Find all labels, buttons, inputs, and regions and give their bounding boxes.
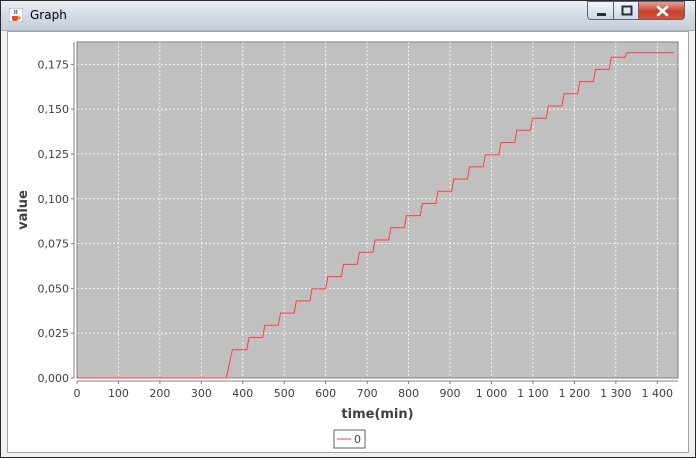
x-tick-label: 600 bbox=[315, 387, 336, 400]
x-tick-label: 0 bbox=[74, 387, 81, 400]
x-tick-label: 1 000 bbox=[476, 387, 508, 400]
y-tick-label: 0,050 bbox=[38, 282, 70, 295]
x-tick-label: 1 400 bbox=[642, 387, 674, 400]
legend-label: 0 bbox=[354, 433, 361, 446]
chart-panel: 0 100 200 300 400 500 600 700 800 900 1 000 1 100 1 … bbox=[7, 31, 689, 453]
line-chart: 0 100 200 300 400 500 600 700 800 900 1 000 1 100 1 … bbox=[16, 41, 679, 449]
x-tick-label: 300 bbox=[191, 387, 212, 400]
x-tick-label: 900 bbox=[440, 387, 461, 400]
title-bar[interactable]: Graph bbox=[1, 1, 695, 31]
x-axis-title: time(min) bbox=[341, 407, 413, 422]
y-tick-label: 0,025 bbox=[38, 327, 70, 340]
series-line-0 bbox=[77, 52, 674, 379]
plot-area bbox=[77, 42, 678, 378]
y-tick-label: 0,125 bbox=[38, 148, 70, 161]
close-icon bbox=[656, 5, 669, 17]
maximize-button[interactable] bbox=[613, 1, 639, 20]
java-cup-icon bbox=[9, 8, 23, 22]
x-tick-label: 1 300 bbox=[600, 387, 632, 400]
x-tick-label: 1 100 bbox=[517, 387, 549, 400]
plot-border bbox=[76, 41, 679, 379]
x-tick-label: 800 bbox=[398, 387, 419, 400]
x-tick-label: 200 bbox=[149, 387, 170, 400]
maximize-icon bbox=[621, 5, 633, 16]
x-tick-label: 700 bbox=[357, 387, 378, 400]
y-tick-label: 0,000 bbox=[38, 372, 70, 385]
x-tick-label: 400 bbox=[232, 387, 253, 400]
y-tick-label: 0,100 bbox=[38, 193, 70, 206]
minimize-button[interactable] bbox=[587, 1, 614, 20]
minimize-icon bbox=[597, 13, 606, 16]
x-tick-label: 500 bbox=[274, 387, 295, 400]
y-tick-label: 0,175 bbox=[38, 58, 70, 71]
x-tick-label: 1 200 bbox=[559, 387, 591, 400]
window-title: Graph bbox=[30, 8, 67, 22]
close-button[interactable] bbox=[638, 1, 685, 20]
x-tick-label: 100 bbox=[108, 387, 129, 400]
y-tick-label: 0,150 bbox=[38, 103, 70, 116]
y-axis-title: value bbox=[16, 190, 31, 230]
y-tick-label: 0,075 bbox=[38, 238, 70, 251]
